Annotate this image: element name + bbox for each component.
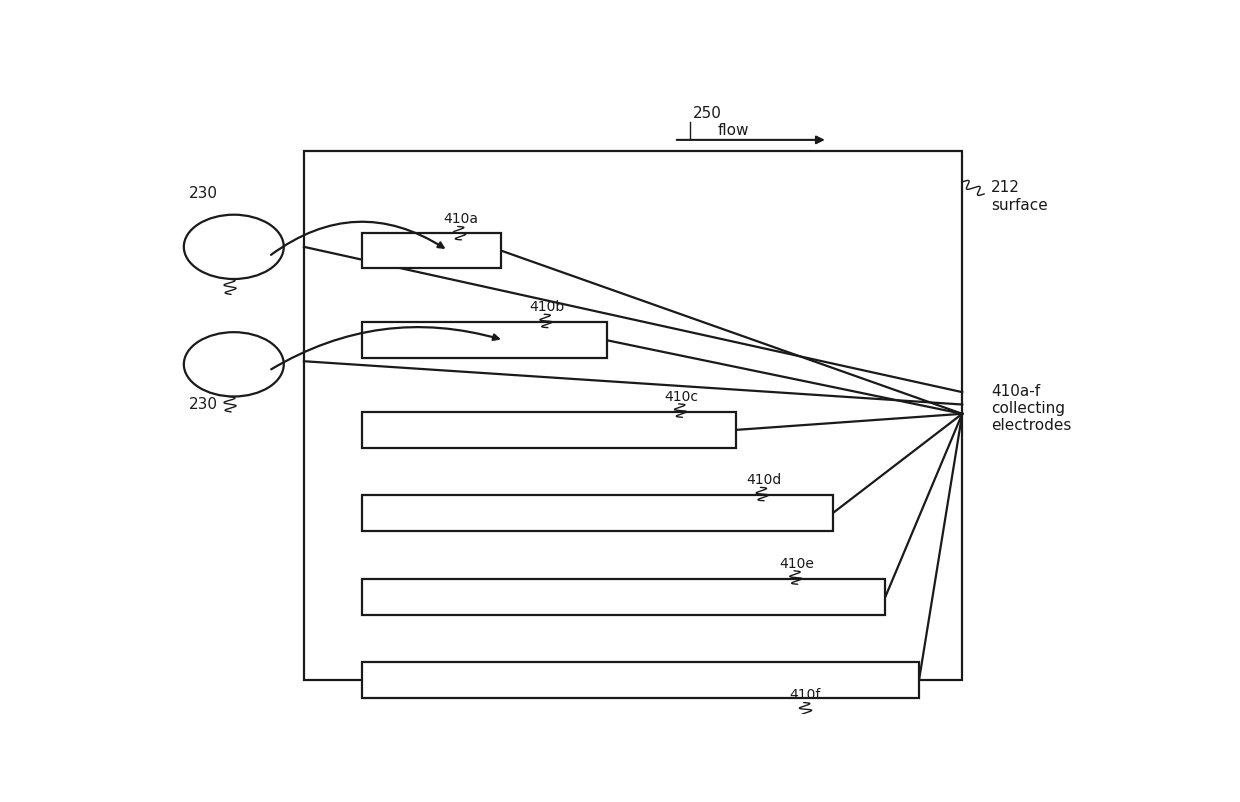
Circle shape — [184, 216, 284, 280]
Bar — [362, 662, 919, 699]
Text: 410a: 410a — [444, 212, 479, 226]
Text: surface: surface — [991, 197, 1048, 213]
Text: 410c: 410c — [665, 389, 698, 403]
Text: electrodes: electrodes — [991, 417, 1071, 432]
Text: 410e: 410e — [780, 556, 815, 570]
Bar — [362, 496, 832, 532]
Text: 410b: 410b — [529, 300, 565, 314]
Bar — [362, 579, 885, 615]
Bar — [304, 152, 962, 680]
Bar — [362, 412, 737, 448]
Text: flow: flow — [717, 123, 749, 138]
Text: 212: 212 — [991, 180, 1021, 195]
Circle shape — [184, 333, 284, 397]
Text: 230: 230 — [188, 186, 218, 201]
Text: 230: 230 — [188, 396, 218, 411]
Text: 410d: 410d — [746, 472, 781, 487]
Text: 250: 250 — [693, 106, 722, 121]
Bar — [362, 323, 606, 358]
Bar — [362, 233, 501, 269]
Text: collecting: collecting — [991, 400, 1065, 415]
Text: 410f: 410f — [789, 687, 821, 702]
Text: 410a-f: 410a-f — [991, 384, 1040, 399]
